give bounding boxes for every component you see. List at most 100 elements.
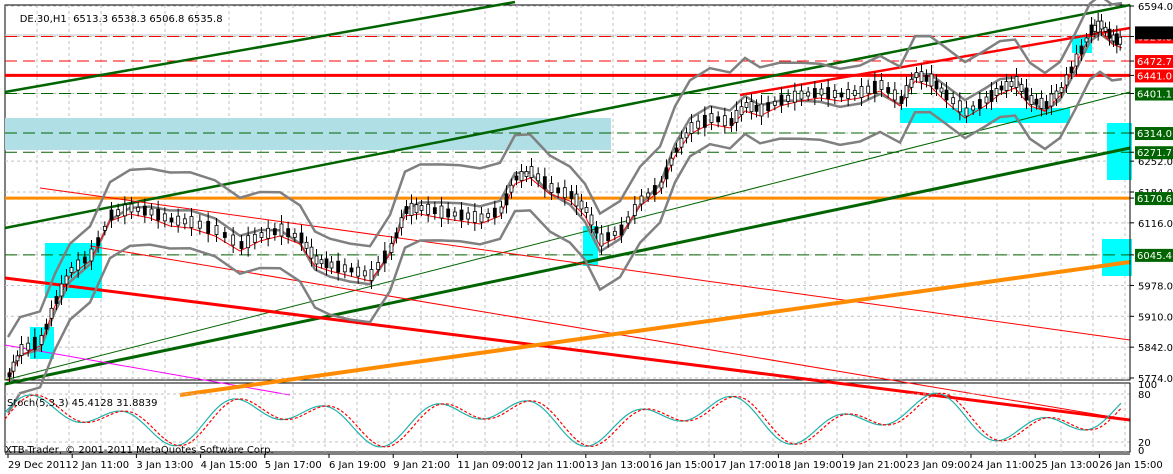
candle-bullish xyxy=(951,97,956,105)
candle-bearish xyxy=(989,90,994,102)
candle-bullish xyxy=(626,216,631,224)
bollinger-lower xyxy=(6,70,1123,414)
price-label-text: 6441.0 xyxy=(1137,71,1172,82)
stoch-axis-label: 80 xyxy=(1138,390,1151,401)
candle-bearish xyxy=(1079,45,1084,55)
candle-bullish xyxy=(15,355,20,362)
candle-bullish xyxy=(709,113,714,123)
candle-bullish xyxy=(669,157,674,166)
price-label-box xyxy=(1135,192,1173,206)
candle-bearish xyxy=(459,209,464,221)
candle-bullish xyxy=(486,212,491,218)
candle-bearish xyxy=(924,74,929,82)
price-tick-label: 5774.0 xyxy=(1138,374,1173,385)
stoch-axis-label: 20 xyxy=(1138,438,1151,449)
candle-bearish xyxy=(109,209,114,221)
candle-bullish xyxy=(659,181,664,189)
candle-bullish xyxy=(376,262,381,270)
red-downtrend-thin-1 xyxy=(39,187,1131,341)
orange-uptrend xyxy=(179,260,1131,397)
time-tick-label: 12 Jan 11:00 xyxy=(522,460,585,471)
candle-bearish xyxy=(1069,66,1074,74)
candle-bullish xyxy=(314,255,319,265)
candle-bullish xyxy=(964,107,969,117)
candle-bearish xyxy=(1089,24,1094,36)
candle-bearish xyxy=(999,85,1004,91)
stochastic-main-line xyxy=(4,392,1122,448)
candle-bullish xyxy=(632,204,637,216)
candle-bullish xyxy=(684,132,689,139)
candle-bullish xyxy=(116,209,121,217)
candle-bullish xyxy=(399,217,404,229)
price-label-box xyxy=(1135,248,1173,262)
candle-bullish xyxy=(122,204,127,217)
candle-bearish xyxy=(336,260,341,273)
candle-bullish xyxy=(744,102,749,108)
time-tick-label: 3 Jan 13:00 xyxy=(136,460,193,471)
candle-bullish xyxy=(879,80,884,90)
candle-bullish xyxy=(639,195,644,205)
candle-bearish xyxy=(899,96,904,104)
candle-bullish xyxy=(734,109,739,123)
time-tick-label: 16 Jan 15:00 xyxy=(650,460,713,471)
candle-bullish xyxy=(646,192,651,198)
candle-bearish xyxy=(299,232,304,244)
candle-bearish xyxy=(779,94,784,106)
candle-bullish xyxy=(342,264,347,273)
candle-bullish xyxy=(149,208,154,216)
copyright-text: XTB-Trader, © 2001-2011 MetaQuotes Softw… xyxy=(5,445,274,456)
candle-bearish xyxy=(766,102,771,112)
candle-bearish xyxy=(1107,28,1112,39)
candle-bearish xyxy=(382,250,387,264)
price-label-text: 6170.6 xyxy=(1137,194,1172,205)
candle-bullish xyxy=(919,71,924,83)
candle-bearish xyxy=(664,167,669,180)
candle-bullish xyxy=(76,259,81,271)
candle-bearish xyxy=(944,89,949,101)
candle-bearish xyxy=(934,80,939,90)
candle-bullish xyxy=(792,90,797,103)
candle-bullish xyxy=(914,72,919,78)
price-label-box xyxy=(1135,146,1173,160)
candle-bearish xyxy=(619,224,624,236)
candle-bullish xyxy=(309,246,314,259)
green-channel-top xyxy=(4,3,1131,230)
candle-bearish xyxy=(44,323,49,330)
candle-bullish xyxy=(584,207,589,213)
candle-bearish xyxy=(504,193,509,206)
candle-bearish xyxy=(446,208,451,218)
price-label-text: 6401.1 xyxy=(1137,90,1172,101)
candle-bullish xyxy=(1099,20,1104,30)
candle-bearish xyxy=(272,228,277,236)
candle-bullish xyxy=(252,233,257,243)
candle-bullish xyxy=(984,96,989,104)
candle-bullish xyxy=(1004,81,1009,91)
candle-bullish xyxy=(162,213,167,222)
price-label-text: 6271.7 xyxy=(1137,148,1172,159)
candle-bearish xyxy=(729,118,734,126)
candle-bullish xyxy=(892,89,897,101)
bollinger-middle xyxy=(6,32,1123,376)
candle-bullish xyxy=(799,90,804,100)
candle-bullish xyxy=(197,220,202,229)
candle-bullish xyxy=(414,204,419,214)
candle-bullish xyxy=(1059,87,1064,93)
candle-bearish xyxy=(1044,101,1049,109)
candle-bullish xyxy=(1014,76,1019,88)
candle-bullish xyxy=(772,100,777,106)
candle-bullish xyxy=(1092,24,1097,32)
candle-bearish xyxy=(156,208,161,221)
candle-bullish xyxy=(319,259,324,265)
time-tick-label: 6 Jan 19:00 xyxy=(329,460,386,471)
candle-bullish xyxy=(524,171,529,177)
candle-bullish xyxy=(1096,20,1101,33)
candle-bullish xyxy=(189,216,194,228)
candle-bearish xyxy=(1024,87,1029,101)
candle-bearish xyxy=(754,104,759,112)
candle-bullish xyxy=(182,218,187,225)
candle-bullish xyxy=(612,230,617,236)
candle-bullish xyxy=(852,90,857,96)
candle-bullish xyxy=(846,89,851,99)
